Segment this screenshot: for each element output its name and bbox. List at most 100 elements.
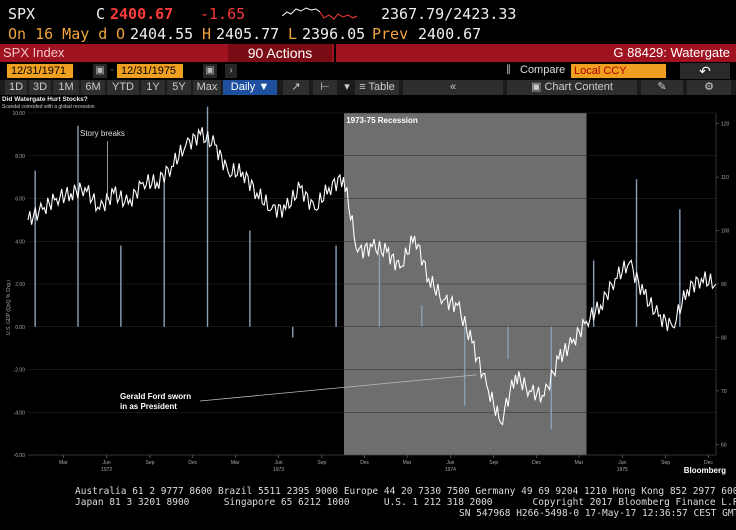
table-button[interactable]: ≡ Table <box>355 80 399 95</box>
gdp-bar <box>34 170 36 327</box>
open-price: 2404.55 <box>130 25 194 43</box>
left-tick-label: 2.00 <box>15 282 25 288</box>
chart-type-dropdown-icon[interactable]: ▾ <box>341 80 353 95</box>
x-tick-label: Dec <box>360 460 369 466</box>
left-tick-label: 8.00 <box>15 154 25 160</box>
range-1d-button[interactable]: 1D <box>5 80 27 95</box>
x-tick-label: Mar <box>403 460 412 466</box>
range-1m-button[interactable]: 1M <box>53 80 79 95</box>
table-icon: ≡ <box>359 81 366 93</box>
terminal-footer: Australia 61 2 9777 8600 Brazil 5511 239… <box>0 484 736 524</box>
ford-annotation-line1: Gerald Ford sworn <box>120 392 191 401</box>
gdp-bar <box>120 245 122 327</box>
title-divider <box>334 44 336 62</box>
chart-toolbar: 1D 3D 1M 6M YTD 1Y 5Y Max Daily ▼ ↗ ⊢ ▾ … <box>0 80 736 95</box>
left-tick-label: 4.00 <box>15 239 25 245</box>
ford-pointer <box>199 374 477 402</box>
start-calendar-icon[interactable]: ▣ <box>93 64 107 78</box>
quote-date: On 16 May d <box>8 25 108 43</box>
gdp-bars <box>34 106 681 430</box>
range-ytd-button[interactable]: YTD <box>107 80 139 95</box>
collapse-left-icon[interactable]: « <box>403 80 503 95</box>
right-tick-label: 60 <box>721 442 727 448</box>
chevron-right-icon[interactable]: › <box>225 64 237 78</box>
compare-icon[interactable]: ∥ <box>506 64 511 75</box>
x-axis-ticks: Mar Jun Sep Dec Mar Jun Sep Dec Mar Jun Sep Dec Mar J… <box>28 454 716 473</box>
right-tick-label: 120 <box>721 122 730 128</box>
left-tick-label: -6.00 <box>14 453 26 459</box>
high-price: 2405.77 <box>216 25 280 43</box>
crosshair-icon[interactable]: ⊢ <box>313 80 337 95</box>
left-axis-ticks: -6.00 -4.00 -2.00 0.00 2.00 4.00 6.00 8.00 10.00 <box>12 111 25 459</box>
date-dash: - <box>108 64 116 78</box>
quote-header-row-1: SPX C 2400.67 -1.65 2367.79/2423.33 <box>0 4 736 24</box>
gdp-bar <box>206 106 209 327</box>
range-5y-button[interactable]: 5Y <box>167 80 191 95</box>
low-price: 2396.05 <box>302 25 366 43</box>
edit-icon[interactable]: ✎ <box>641 80 683 95</box>
settings-gear-icon[interactable]: ⚙ <box>687 80 731 95</box>
x-tick-label: Sep <box>317 460 326 466</box>
right-tick-label: 70 <box>721 389 727 395</box>
last-price-label: C <box>96 5 106 23</box>
right-tick-label: 90 <box>721 282 727 288</box>
last-price: 2400.67 <box>110 5 174 23</box>
ticker-symbol[interactable]: SPX <box>8 5 36 23</box>
gdp-bar <box>679 209 681 327</box>
right-tick-label: 100 <box>721 229 730 235</box>
x-year-label: 1974 <box>445 467 456 473</box>
quote-header-row-2: On 16 May d O 2404.55 H 2405.77 L 2396.0… <box>0 24 736 44</box>
left-tick-label: 10.00 <box>12 111 25 117</box>
left-tick-label: 0.00 <box>15 325 25 331</box>
price-chart: -6.00 -4.00 -2.00 0.00 2.00 4.00 6.00 8.00 10.00… <box>2 96 730 475</box>
x-tick-label: Mar <box>59 460 68 466</box>
x-tick-label: Jun <box>103 460 111 466</box>
intraday-sparkline <box>282 7 358 20</box>
x-tick-label: Jun <box>274 460 282 466</box>
x-tick-label: Mar <box>231 460 240 466</box>
x-tick-label: Mar <box>575 460 584 466</box>
range-max-button[interactable]: Max <box>193 80 221 95</box>
function-title-bar: SPX Index 90 Actions G 88429: Watergate <box>0 44 736 62</box>
x-tick-label: Sep <box>489 460 498 466</box>
gdp-bar <box>335 245 337 327</box>
right-tick-label: 80 <box>721 335 727 341</box>
period-label: Daily <box>230 81 256 93</box>
footer-contacts-line2: Japan 81 3 3201 8900 Singapore 65 6212 1… <box>75 497 736 508</box>
security-name[interactable]: SPX Index <box>3 45 65 60</box>
chart-content-label: Chart Content <box>544 81 613 93</box>
gdp-bar <box>292 326 294 338</box>
end-date-input[interactable]: 12/31/1975 <box>117 64 183 78</box>
x-tick-label: Dec <box>704 460 713 466</box>
gdp-bar <box>507 326 509 359</box>
back-arrow-icon[interactable]: ↶ <box>680 63 730 79</box>
x-tick-label: Sep <box>146 460 155 466</box>
x-tick-label: Jun <box>618 460 626 466</box>
gdp-bar <box>163 181 165 327</box>
range-6m-button[interactable]: 6M <box>81 80 105 95</box>
gdp-bar <box>77 125 79 327</box>
actions-menu-button[interactable]: 90 Actions <box>228 44 332 62</box>
right-axis-ticks: 60 70 80 90 100 110 120 <box>715 113 730 455</box>
footer-session-line: SN 547968 H266-5498-0 17-May-17 12:36:57… <box>459 508 736 519</box>
compare-label[interactable]: Compare <box>520 64 566 76</box>
x-tick-label: Dec <box>188 460 197 466</box>
range-1y-button[interactable]: 1Y <box>141 80 165 95</box>
line-chart-icon[interactable]: ↗ <box>283 80 309 95</box>
chart-area[interactable]: -6.00 -4.00 -2.00 0.00 2.00 4.00 6.00 8.00 10.00… <box>0 95 736 480</box>
x-tick-label: Sep <box>661 460 670 466</box>
gdp-bar <box>463 326 466 406</box>
day-range: 2367.79/2423.33 <box>381 5 517 23</box>
x-year-label: 1973 <box>273 467 284 473</box>
table-label: Table <box>368 81 395 93</box>
gdp-bar <box>421 305 423 327</box>
currency-select[interactable]: Local CCY <box>571 64 666 78</box>
chart-content-icon: ▣ <box>531 81 542 93</box>
chart-content-button[interactable]: ▣ Chart Content <box>507 80 637 95</box>
range-3d-button[interactable]: 3D <box>29 80 51 95</box>
end-calendar-icon[interactable]: ▣ <box>203 64 217 78</box>
chevron-down-icon: ▼ <box>258 81 270 93</box>
period-select[interactable]: Daily ▼ <box>223 80 277 95</box>
left-axis-label: U.S. GDP (QoQ % Chg.) <box>6 280 12 335</box>
start-date-input[interactable]: 12/31/1971 <box>7 64 73 78</box>
